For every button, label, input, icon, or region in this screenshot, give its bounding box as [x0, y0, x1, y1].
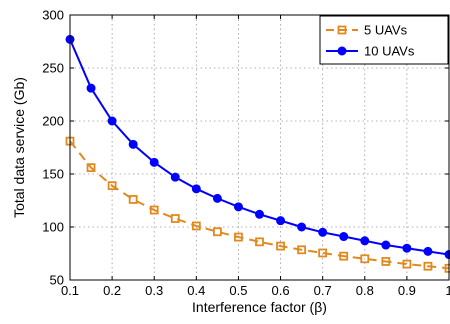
data-point [339, 251, 349, 261]
x-tick-label: 1 [445, 283, 450, 298]
x-tick-label: 0.3 [145, 283, 163, 298]
data-point [233, 202, 243, 212]
data-point [339, 232, 349, 242]
data-point [86, 163, 96, 173]
data-point [423, 246, 433, 256]
x-tick-label: 0.4 [187, 283, 205, 298]
y-tick-label: 250 [42, 61, 64, 76]
x-tick-label: 0.1 [61, 283, 79, 298]
data-point [318, 248, 328, 258]
data-point [360, 236, 370, 246]
data-point [276, 241, 285, 251]
data-point [381, 240, 391, 250]
ticks-layer: 0.1 0.2 0.3 0.4 0.5 0.6 0.7 0.8 0.9 1501001502002… [42, 8, 450, 299]
y-tick-label: 50 [50, 273, 64, 288]
data-point [402, 259, 412, 269]
data-point [149, 157, 159, 167]
data-point [149, 205, 159, 215]
data-point [276, 216, 286, 226]
data-point [128, 139, 138, 149]
x-tick-label: 0.2 [103, 283, 121, 298]
x-axis-label: Interference factor (β) [192, 299, 327, 315]
data-point [318, 227, 328, 237]
legend-marker [337, 25, 347, 35]
data-point [360, 254, 370, 264]
data-point [191, 221, 201, 231]
data-point [297, 222, 307, 232]
y-tick-label: 300 [42, 8, 64, 23]
data-point [170, 214, 180, 223]
legend-box [319, 15, 449, 65]
data-point [255, 237, 264, 247]
data-point [107, 116, 117, 126]
series-1 [65, 34, 450, 260]
y-tick-label: 150 [42, 167, 64, 182]
x-tick-label: 0.5 [229, 283, 247, 298]
data-point [191, 184, 201, 194]
series-0 [65, 136, 450, 273]
data-point [255, 209, 264, 219]
legend: 5 UAVs 10 UAVs [319, 15, 449, 65]
y-tick-label: 100 [42, 220, 64, 235]
x-tick-label: 0.8 [356, 283, 374, 298]
legend-label: 5 UAVs [364, 23, 408, 38]
data-point [423, 261, 433, 271]
y-axis-label: Total data service (Gb) [11, 77, 27, 218]
series-line [69, 38, 450, 256]
x-tick-label: 0.6 [272, 283, 290, 298]
data-point [234, 232, 243, 242]
data-point [297, 245, 307, 255]
series-layer [65, 34, 450, 273]
plot-frame [69, 14, 450, 281]
data-point [86, 83, 96, 93]
data-point [212, 193, 222, 203]
legend-label: 10 UAVs [364, 44, 415, 59]
data-point [212, 227, 222, 237]
y-tick-label: 200 [42, 114, 64, 129]
data-point [381, 257, 391, 266]
legend-marker [337, 46, 347, 56]
data-point [402, 243, 412, 253]
x-tick-label: 0.7 [314, 283, 332, 298]
data-point [107, 181, 117, 191]
x-tick-label: 0.9 [398, 283, 416, 298]
series-line [69, 140, 450, 270]
data-point [128, 195, 138, 204]
data-point [170, 172, 180, 182]
